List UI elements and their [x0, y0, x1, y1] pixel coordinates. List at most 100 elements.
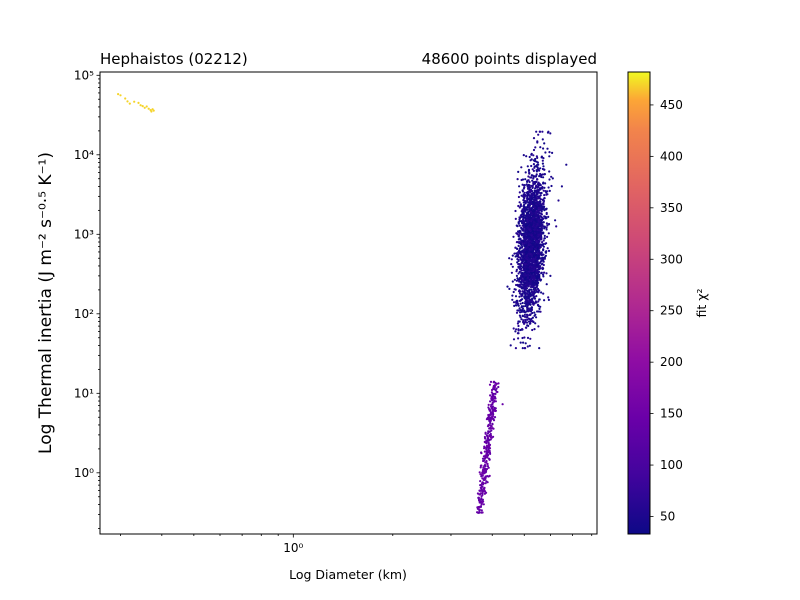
data-point: [476, 511, 479, 514]
data-point: [485, 440, 488, 443]
data-point: [532, 292, 535, 295]
data-point: [514, 209, 517, 213]
data-point: [524, 318, 527, 321]
data-point: [486, 481, 489, 484]
data-point: [528, 267, 532, 270]
data-point: [526, 249, 530, 252]
data-point: [528, 248, 531, 251]
data-point: [547, 249, 551, 252]
data-point: [528, 180, 531, 184]
data-point: [521, 293, 524, 296]
data-point: [540, 272, 543, 275]
data-point: [137, 101, 140, 104]
data-point: [522, 184, 526, 187]
data-point: [486, 462, 489, 466]
data-point: [543, 299, 546, 302]
data-point: [554, 219, 557, 222]
data-point: [531, 201, 535, 204]
data-point: [515, 299, 518, 302]
data-point: [481, 474, 484, 477]
data-point: [531, 197, 534, 201]
data-point: [516, 322, 520, 325]
data-point: [536, 186, 540, 189]
data-point: [531, 260, 534, 263]
data-point: [532, 175, 536, 178]
data-point: [536, 195, 539, 198]
data-point: [534, 186, 538, 189]
data-point: [516, 302, 520, 306]
data-point: [480, 509, 483, 512]
data-point: [490, 403, 493, 406]
data-point: [521, 290, 524, 293]
data-point: [531, 280, 534, 283]
data-point: [533, 233, 536, 236]
data-point: [525, 224, 528, 227]
data-point: [526, 276, 530, 279]
data-point: [526, 212, 530, 215]
data-point: [524, 342, 527, 345]
data-point: [141, 105, 144, 108]
data-point: [481, 457, 485, 460]
data-point: [531, 168, 534, 171]
data-point: [494, 409, 497, 412]
data-point: [523, 310, 526, 314]
data-point: [492, 380, 496, 383]
data-point: [510, 271, 513, 274]
data-point: [523, 261, 526, 264]
data-point: [523, 203, 526, 206]
data-point: [491, 414, 495, 418]
data-point: [544, 242, 547, 245]
data-point: [547, 186, 550, 189]
data-point: [528, 294, 531, 297]
data-point: [511, 265, 514, 268]
data-point: [523, 209, 527, 212]
data-point: [531, 311, 534, 315]
data-point: [534, 146, 537, 149]
data-point: [520, 215, 523, 218]
data-point: [533, 263, 536, 266]
data-point: [537, 266, 540, 269]
data-point: [476, 492, 479, 495]
data-point: [526, 336, 530, 339]
data-point: [523, 266, 527, 269]
data-point: [525, 191, 529, 194]
data-point: [534, 300, 537, 303]
x-axis-label: Log Diameter (km): [289, 567, 407, 582]
data-point: [532, 159, 535, 162]
colorbar-ticks: 50 100 150 200 250 300 350 400 450: [650, 98, 683, 524]
data-point: [547, 298, 551, 301]
data-point: [547, 232, 550, 235]
data-point: [529, 279, 533, 282]
data-point: [482, 466, 485, 469]
data-point: [514, 295, 518, 298]
data-point: [530, 288, 533, 291]
data-point: [543, 186, 546, 189]
data-point: [537, 210, 540, 213]
data-point: [521, 307, 525, 310]
data-point: [484, 467, 487, 470]
data-point: [517, 204, 520, 208]
data-point: [528, 221, 531, 224]
data-point: [517, 256, 520, 259]
data-point: [539, 310, 542, 313]
data-point: [538, 229, 541, 232]
data-point: [539, 188, 542, 191]
data-point: [489, 413, 492, 416]
data-point: [492, 419, 496, 422]
data-point: [518, 299, 522, 302]
data-point: [517, 259, 520, 263]
data-point: [480, 501, 483, 504]
data-point: [545, 283, 548, 286]
data-point: [528, 344, 531, 347]
data-point: [542, 292, 545, 295]
data-point: [516, 309, 519, 312]
data-point: [539, 194, 542, 197]
data-point: [543, 194, 546, 197]
data-point: [533, 201, 537, 204]
data-point: [533, 241, 536, 244]
data-point: [537, 181, 540, 184]
data-point: [497, 382, 500, 385]
data-point: [531, 179, 534, 182]
data-point: [512, 338, 516, 341]
colorbar: [627, 71, 651, 535]
